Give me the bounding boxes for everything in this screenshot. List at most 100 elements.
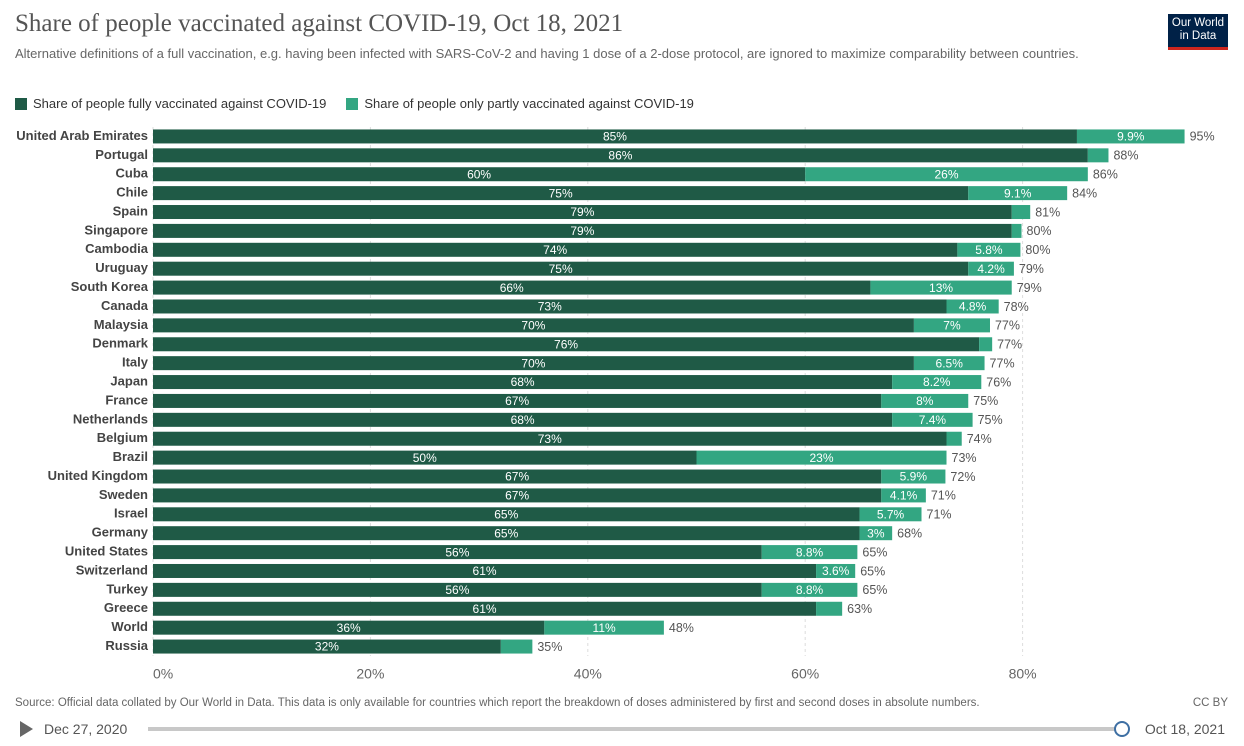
value-label: 60%: [467, 167, 491, 181]
category-label: Russia: [105, 638, 148, 653]
category-label: Turkey: [106, 581, 148, 596]
bar-segment: [1076, 129, 1185, 144]
bar-segment: [153, 223, 1012, 238]
bar-segment: [544, 620, 664, 635]
category-label: Malaysia: [94, 317, 149, 332]
play-button[interactable]: [20, 721, 33, 737]
bar-segment: [859, 507, 922, 522]
value-label: 73%: [538, 300, 562, 314]
license[interactable]: CC BY: [1192, 697, 1228, 709]
value-label: 4.2%: [977, 262, 1005, 276]
total-label: 79%: [1017, 281, 1042, 295]
category-label: Cambodia: [85, 241, 149, 256]
total-label: 71%: [927, 508, 952, 522]
chart-subtitle: Alternative definitions of a full vaccin…: [15, 46, 1079, 61]
bar-segment: [153, 167, 806, 182]
bar-segment: [153, 205, 1012, 220]
value-label: 66%: [500, 281, 524, 295]
value-label: 50%: [413, 451, 437, 465]
bar-segment: [153, 545, 762, 560]
value-label: 75%: [549, 262, 573, 276]
bar-segment: [881, 393, 969, 408]
bar-segment: [153, 299, 947, 314]
total-label: 77%: [990, 356, 1015, 370]
bar-segment: [1011, 205, 1031, 220]
total-label: 73%: [952, 451, 977, 465]
value-label: 79%: [570, 205, 594, 219]
bar-segment: [153, 469, 882, 484]
legend-swatch: [346, 97, 359, 110]
total-label: 77%: [995, 319, 1020, 333]
bar-segment: [153, 242, 958, 257]
value-label: 8.8%: [796, 545, 824, 559]
bar-segment: [816, 601, 843, 616]
x-tick-label: 20%: [356, 666, 384, 682]
category-label: Brazil: [113, 449, 148, 464]
category-label: South Korea: [71, 279, 149, 294]
bar-segment: [859, 526, 893, 541]
total-label: 88%: [1113, 149, 1138, 163]
legend-item[interactable]: Share of people only partly vaccinated a…: [346, 96, 694, 111]
value-label: 67%: [505, 470, 529, 484]
value-label: 8.8%: [796, 583, 824, 597]
bar-segment: [979, 337, 993, 352]
value-label: 3%: [867, 526, 885, 540]
timeline-start[interactable]: Dec 27, 2020: [44, 721, 128, 737]
value-label: 73%: [538, 432, 562, 446]
bar-segment: [968, 261, 1014, 276]
value-label: 61%: [473, 564, 497, 578]
value-label: 5.9%: [900, 470, 928, 484]
category-label: Germany: [92, 525, 149, 540]
value-label: 56%: [445, 583, 469, 597]
bar-segment: [153, 526, 860, 541]
value-label: 4.8%: [959, 300, 987, 314]
bar-segment: [913, 318, 990, 333]
value-label: 4.1%: [890, 489, 918, 503]
category-label: United Kingdom: [48, 468, 148, 483]
total-label: 80%: [1027, 224, 1052, 238]
source-note: Source: Official data collated by Our Wo…: [15, 697, 980, 709]
timeline-end[interactable]: Oct 18, 2021: [1144, 721, 1225, 737]
bar-segment: [1011, 223, 1022, 238]
category-label: Canada: [101, 298, 149, 313]
category-label: Sweden: [99, 487, 148, 502]
value-label: 61%: [473, 602, 497, 616]
bar-segment: [153, 280, 871, 295]
category-label: United States: [65, 544, 148, 559]
legend-item[interactable]: Share of people fully vaccinated against…: [15, 96, 326, 111]
bar-segment: [153, 488, 882, 503]
total-label: 79%: [1019, 262, 1044, 276]
category-label: Portugal: [95, 147, 148, 162]
value-label: 32%: [315, 640, 339, 654]
total-label: 84%: [1072, 186, 1097, 200]
category-label: Switzerland: [76, 562, 148, 577]
timeline-handle[interactable]: [1114, 721, 1130, 737]
category-label: France: [105, 392, 148, 407]
total-label: 77%: [997, 338, 1022, 352]
bar-segment: [153, 601, 817, 616]
chart-title: Share of people vaccinated against COVID…: [15, 10, 624, 37]
x-tick-label: 80%: [1009, 666, 1037, 682]
x-tick-label: 0%: [153, 666, 173, 682]
bar-segment: [153, 375, 893, 390]
legend-label: Share of people fully vaccinated against…: [33, 96, 327, 111]
value-label: 67%: [505, 394, 529, 408]
value-label: 65%: [494, 507, 518, 521]
value-label: 13%: [929, 281, 953, 295]
value-label: 76%: [554, 337, 578, 351]
total-label: 72%: [950, 470, 975, 484]
value-label: 67%: [505, 489, 529, 503]
logo[interactable]: Our World in Data: [1168, 14, 1228, 50]
total-label: 68%: [897, 526, 922, 540]
bar-segment: [892, 375, 982, 390]
category-label: Singapore: [84, 222, 148, 237]
category-label: Italy: [122, 355, 149, 370]
value-label: 70%: [521, 356, 545, 370]
bar-segment: [153, 620, 545, 635]
bar-segment: [153, 261, 969, 276]
value-label: 74%: [543, 243, 567, 257]
bar-segment: [153, 337, 980, 352]
category-label: Japan: [110, 373, 148, 388]
bar-segment: [946, 299, 999, 314]
